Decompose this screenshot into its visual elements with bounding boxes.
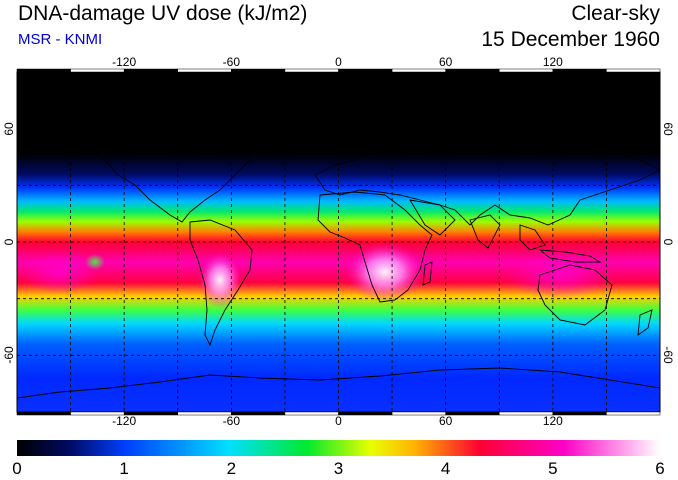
lat-lon-grid (17, 72, 660, 412)
frame-tick-bar (552, 68, 607, 73)
lat-tick-left: 60 (2, 121, 16, 136)
lon-tick-top: 120 (542, 55, 563, 69)
frame-tick-bar (391, 68, 446, 73)
frame-tick-bar (284, 68, 339, 73)
frame-tick-bar (284, 411, 339, 416)
lon-tick-bottom: 120 (542, 414, 563, 428)
frame-tick-bar (338, 411, 393, 416)
colorbar-label: 5 (548, 459, 558, 478)
colorbar-label: 3 (333, 459, 344, 478)
frame-tick-bar (606, 68, 661, 73)
lon-tick-top: -60 (222, 55, 240, 69)
frame-tick-bar (606, 411, 661, 416)
frame-ticks (16, 68, 661, 416)
condition-label: Clear-sky (571, 2, 660, 25)
colorbar-label: 4 (440, 459, 451, 478)
frame-tick-bar (70, 68, 125, 73)
map-title: DNA-damage UV dose (kJ/m2) (18, 2, 308, 25)
colorbar-label: 1 (119, 459, 129, 478)
frame-tick-bar (16, 68, 71, 73)
frame-tick-bar (123, 68, 178, 73)
date-label: 15 December 1960 (481, 28, 660, 51)
colorbar-label: 0 (12, 459, 22, 478)
frame-tick-bar (391, 411, 446, 416)
frame-tick-bar (445, 68, 500, 73)
source-label: MSR - KNMI (18, 31, 103, 48)
lon-tick-bottom: 0 (335, 414, 342, 428)
lon-tick-top: -120 (112, 55, 137, 69)
lon-tick-top: 0 (335, 55, 342, 69)
colorbar (17, 440, 660, 456)
lon-tick-bottom: -60 (222, 414, 240, 428)
coastlines (17, 94, 660, 399)
lat-tick-right: 0 (661, 238, 675, 246)
frame-tick-bar (499, 68, 554, 73)
frame-tick-bar (177, 68, 232, 73)
frame-tick-bar (231, 68, 286, 73)
frame-tick-bar (16, 411, 71, 416)
lat-tick-right: -60 (661, 346, 675, 364)
lon-tick-bottom: -120 (112, 414, 137, 428)
lat-tick-right: 60 (661, 121, 675, 136)
frame-tick-bar (338, 68, 393, 73)
lat-tick-left: -60 (2, 346, 16, 364)
colorbar-label: 2 (226, 459, 237, 478)
frame-tick-bar (445, 411, 500, 416)
colorbar-label: 6 (655, 459, 665, 478)
lon-tick-top: 60 (438, 55, 453, 69)
lon-tick-bottom: 60 (438, 414, 453, 428)
lat-tick-left: 0 (2, 238, 16, 246)
